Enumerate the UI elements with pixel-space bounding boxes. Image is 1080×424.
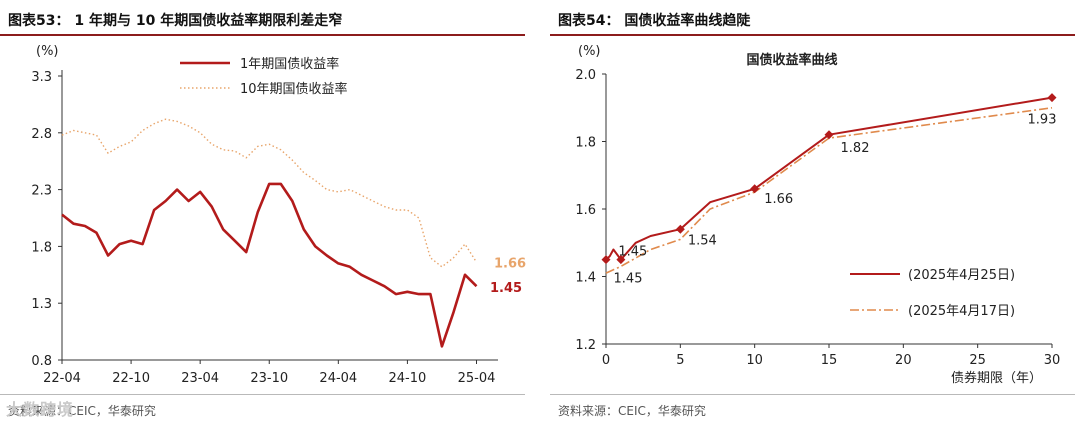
x-tick-label: 23-10 — [250, 371, 288, 386]
x-tick-label: 23-04 — [181, 371, 219, 386]
x-tick-label: 15 — [821, 353, 838, 368]
panel-left: 图表53： 1 年期与 10 年期国债收益率期限利差走窄 (%) 3.3 2.8 2.… — [0, 0, 530, 424]
x-tick-label: 22-10 — [112, 371, 150, 386]
x-tick-label: 5 — [676, 353, 684, 368]
figure-title-right: 图表54： 国债收益率曲线趋陡 — [558, 13, 751, 29]
data-label: 1.54 — [688, 233, 717, 248]
series-line-apr25 — [605, 96, 1053, 261]
x-tick-label: 22-04 — [43, 371, 81, 386]
data-label: 1.93 — [1028, 113, 1057, 128]
footer-rule-right — [550, 394, 1075, 395]
figure-title-left: 图表53： 1 年期与 10 年期国债收益率期限利差走窄 — [8, 13, 343, 29]
legend-label-10y: 10年期国债收益率 — [240, 81, 348, 97]
watermark-text: 大数跨境 — [6, 400, 75, 419]
data-label: 1.82 — [841, 141, 870, 156]
data-label: 1.45 — [614, 272, 643, 287]
x-tick-label: 24-10 — [389, 371, 427, 386]
y-tick-label: 2.0 — [575, 68, 596, 83]
y-tick-label: 1.8 — [31, 240, 52, 255]
y-tick-label: 3.3 — [31, 70, 52, 85]
data-point-marker — [824, 130, 834, 140]
data-point-marker — [1047, 93, 1057, 103]
series-line-apr17 — [605, 107, 1053, 274]
title-rule-right — [550, 34, 1075, 36]
data-point-marker — [750, 184, 760, 194]
source-left: 资料来源：CEIC，华泰研究 — [8, 404, 156, 418]
x-tick-label: 24-04 — [319, 371, 357, 386]
legend-label-1y: 1年期国债收益率 — [240, 56, 339, 72]
y-axis-unit: (%) — [36, 44, 59, 59]
panel-right: 图表54： 国债收益率曲线趋陡 (%) 国债收益率曲线债券期限（年） 2.0 1.8 1… — [550, 0, 1080, 424]
end-label-1y: 1.45 — [490, 281, 522, 296]
x-tick-label: 0 — [602, 353, 610, 368]
y-tick-label: 1.3 — [31, 297, 52, 312]
x-tick-label: 25-04 — [458, 371, 496, 386]
x-tick-label: 10 — [746, 353, 763, 368]
legend-label-apr17: (2025年4月17日) — [908, 304, 1015, 319]
x-tick-label: 30 — [1044, 353, 1061, 368]
end-label-10y: 1.66 — [494, 256, 526, 271]
y-tick-label: 1.8 — [575, 136, 596, 151]
y-tick-label: 1.4 — [575, 271, 596, 286]
y-tick-label: 2.3 — [31, 184, 52, 199]
x-axis-title: 债券期限（年） — [951, 370, 1042, 386]
x-tick-label: 25 — [969, 353, 986, 368]
x-tick-label: 20 — [895, 353, 912, 368]
legend-label-apr25: (2025年4月25日) — [908, 268, 1015, 283]
series-line-10y — [61, 118, 478, 268]
data-label: 1.45 — [618, 245, 647, 260]
y-tick-label: 0.8 — [31, 354, 52, 369]
chart-left: (%) 3.3 2.8 2.3 1.8 1.3 0.8 22-04 22-10 23-04 23-1… — [31, 44, 526, 386]
y-tick-label: 2.8 — [31, 127, 52, 142]
footer-rule-left — [0, 394, 525, 395]
chart-title: 国债收益率曲线 — [746, 52, 837, 68]
data-label: 1.66 — [764, 192, 793, 207]
y-tick-label: 1.6 — [575, 203, 596, 218]
source-right: 资料来源：CEIC，华泰研究 — [558, 404, 706, 418]
data-point-marker — [675, 224, 685, 234]
title-rule-left — [0, 34, 525, 36]
series-line-1y — [61, 182, 478, 348]
y-axis-unit: (%) — [578, 44, 601, 59]
data-point-marker — [616, 255, 626, 265]
data-point-marker — [601, 255, 611, 265]
y-tick-label: 1.2 — [575, 338, 596, 353]
